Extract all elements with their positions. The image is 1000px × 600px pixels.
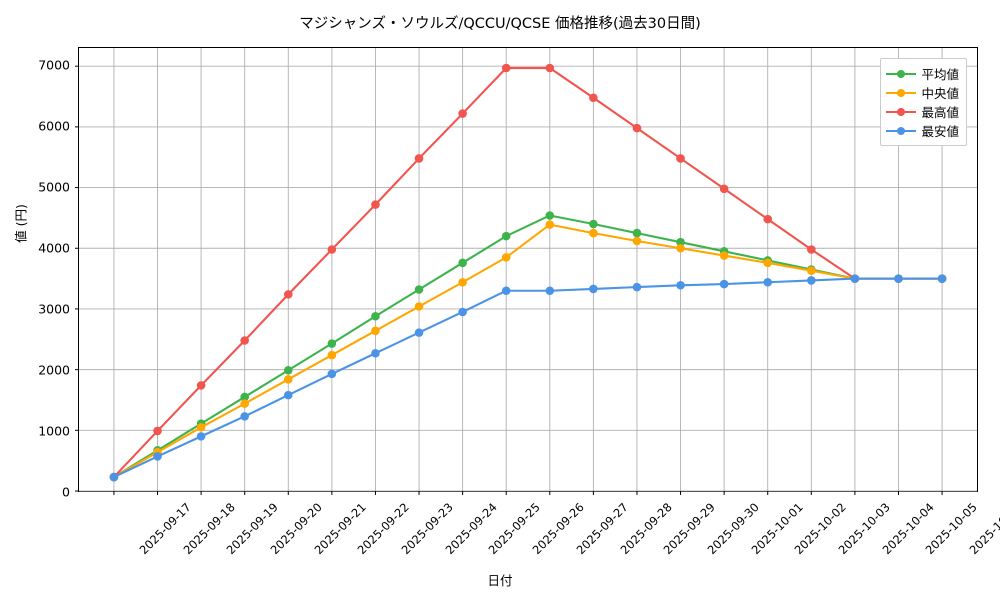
legend-label: 最高値 [921, 105, 959, 120]
series-line [112, 214, 944, 479]
data-point [676, 237, 685, 247]
data-point [109, 472, 119, 482]
x-axis-label: 日付 [487, 573, 513, 588]
y-axis-tick-label: 1000 [38, 423, 70, 439]
data-point [458, 277, 467, 287]
series-最安値 [109, 274, 947, 482]
data-point [807, 276, 816, 285]
data-point [283, 365, 293, 375]
legend-item-最高値[interactable]: 最高値 [886, 102, 959, 121]
y-axis-tick-label: 0 [62, 484, 70, 500]
legend-label: 中央値 [921, 86, 959, 101]
y-axis-tick-labels: 0 1000 2000 3000 4000 5000 6000 7000 [0, 47, 70, 500]
data-point [240, 392, 249, 402]
data-point [763, 277, 773, 287]
data-point [501, 231, 511, 241]
data-point [632, 123, 642, 133]
data-point [632, 282, 642, 292]
series-line [112, 277, 944, 479]
y-axis-tick-label: 7000 [38, 57, 70, 73]
data-point [763, 214, 773, 224]
data-point [545, 63, 555, 73]
legend-swatch-icon [886, 124, 917, 138]
y-axis-tick-label: 6000 [38, 118, 70, 134]
y-axis-tick-label: 2000 [38, 362, 70, 378]
data-point [414, 302, 424, 311]
data-point [458, 109, 467, 118]
data-point [589, 219, 598, 229]
legend-item-中央値[interactable]: 中央値 [886, 83, 959, 102]
data-point [371, 326, 380, 336]
data-point [371, 200, 380, 209]
data-point [807, 245, 816, 254]
y-axis-tick-label: 5000 [38, 179, 70, 195]
legend-swatch-icon [886, 86, 917, 100]
series-line [112, 66, 944, 479]
data-point [807, 266, 816, 275]
data-point [632, 228, 642, 238]
legend-label: 最安値 [921, 124, 959, 139]
data-point [240, 336, 249, 345]
data-point [283, 375, 293, 384]
data-point [850, 274, 860, 283]
legend-swatch-icon [886, 67, 917, 81]
data-point [545, 220, 555, 229]
data-point [371, 311, 380, 321]
data-point [589, 228, 598, 238]
data-point [414, 154, 424, 163]
data-point [327, 339, 337, 348]
data-point [501, 63, 511, 73]
data-point [196, 381, 206, 390]
data-point [937, 274, 947, 283]
data-point [327, 245, 337, 254]
data-point [894, 274, 903, 283]
data-point [327, 350, 337, 360]
legend-item-平均値[interactable]: 平均値 [886, 64, 959, 83]
data-point [719, 279, 729, 289]
data-point [414, 328, 424, 337]
data-point [371, 348, 380, 358]
legend-label: 平均値 [921, 67, 959, 82]
data-series-layer [109, 63, 947, 482]
data-point [283, 390, 293, 400]
chart-title: マジシャンズ・ソウルズ/QCCU/QCSE 価格推移(過去30日間) [299, 16, 701, 32]
data-point [676, 154, 685, 163]
legend-swatch-icon [886, 105, 917, 119]
data-point [676, 243, 685, 253]
data-point [283, 290, 293, 299]
plot-area: 平均値中央値最高値最安値 [75, 47, 978, 495]
data-point [632, 236, 642, 246]
data-point [719, 184, 729, 194]
data-point [458, 307, 467, 317]
data-point [589, 93, 598, 103]
data-point [153, 426, 162, 436]
data-point [545, 211, 555, 220]
data-point [501, 286, 511, 296]
data-point [414, 285, 424, 294]
data-point [676, 280, 685, 290]
y-axis-tick-label: 4000 [38, 240, 70, 256]
data-point [196, 432, 206, 441]
data-point [719, 251, 729, 260]
data-point [240, 412, 249, 421]
y-axis-tick-label: 3000 [38, 301, 70, 317]
grid-lines [75, 48, 977, 495]
data-point [501, 253, 511, 262]
chart-legend[interactable]: 平均値中央値最高値最安値 [880, 58, 967, 146]
data-point [545, 286, 555, 296]
data-point [196, 423, 206, 432]
data-point [589, 284, 598, 294]
data-point [458, 258, 467, 268]
data-point [327, 369, 337, 379]
series-line [112, 223, 944, 479]
data-point [763, 258, 773, 268]
data-point [240, 399, 249, 408]
data-point [153, 452, 162, 461]
legend-item-最安値[interactable]: 最安値 [886, 121, 959, 140]
